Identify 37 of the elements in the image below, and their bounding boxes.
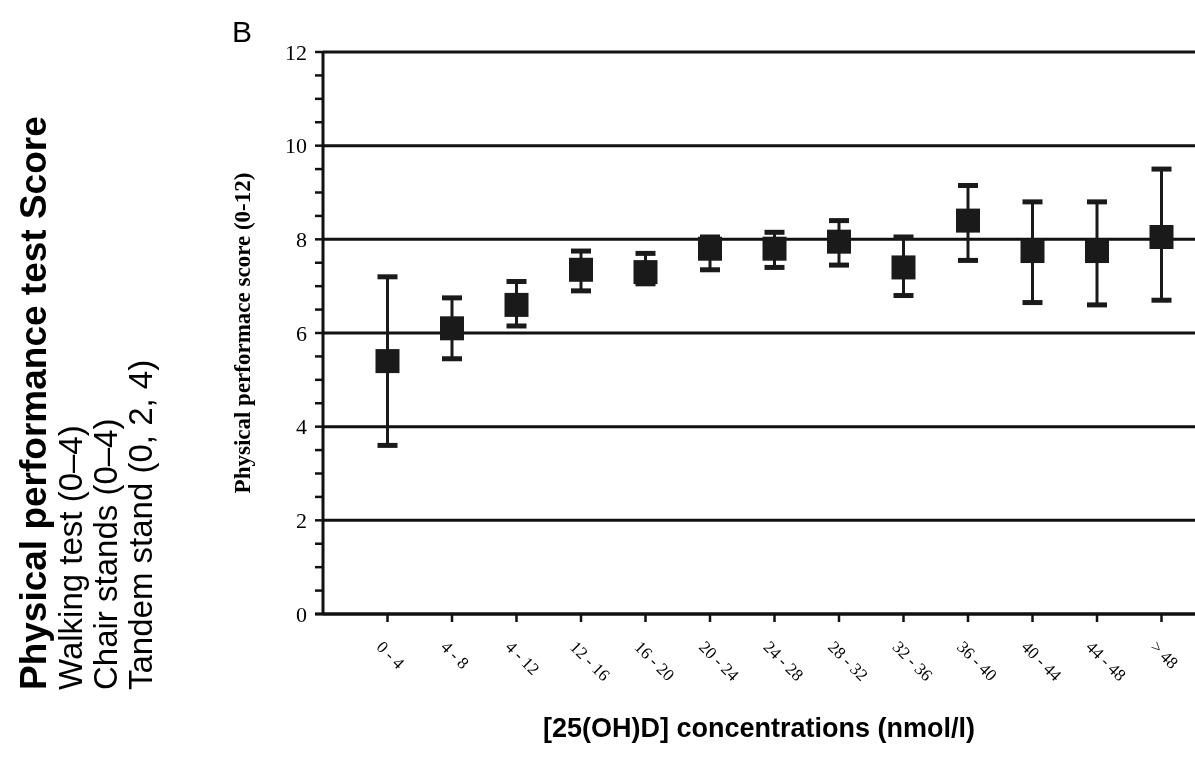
point [440,316,464,341]
point [1085,239,1109,264]
text: Physical performance test Score [13,116,54,690]
x-tick-label: 4 - 12 [501,637,544,679]
x-tick-label: 16 - 20 [630,637,679,685]
y-tick-label: 2 [296,508,307,534]
point [375,349,400,374]
y-tick-label: 6 [296,320,307,346]
point [1149,224,1174,249]
x-tick-label: 44 - 48 [1082,637,1130,685]
x-tick-label: > 48 [1146,637,1182,673]
y-tick-label: 10 [285,133,307,159]
point [698,236,722,261]
x-tick-label: 24 - 28 [759,637,808,685]
point [827,229,851,254]
x-tick-label: 28 - 32 [824,637,872,685]
x-tick-label: 32 - 36 [888,637,937,685]
y-tick-label: 0 [296,601,307,627]
x-tick-label: 20 - 24 [695,637,744,686]
point [633,260,658,285]
x-tick-label: 36 - 40 [953,637,1001,685]
point [956,208,980,233]
x-tick-label: 40 - 44 [1017,637,1066,686]
x-tick-label: 0 - 4 [372,637,409,674]
x-tick-label: 4 - 8 [437,637,473,673]
y-axis-title: Physical performace score (0-12) [230,172,255,494]
y-tick-label: 12 [285,39,307,65]
y-tick-label: 4 [296,414,307,440]
point [504,292,529,317]
x-tick-label: 12 - 16 [566,637,614,685]
point [1020,239,1045,264]
point [569,257,593,282]
x-axis-title: [25(OH)D] concentrations (nmol/l) [542,713,976,743]
text: B [232,15,253,48]
point [891,255,916,280]
y-tick-label: 8 [296,227,307,253]
point [762,236,787,261]
